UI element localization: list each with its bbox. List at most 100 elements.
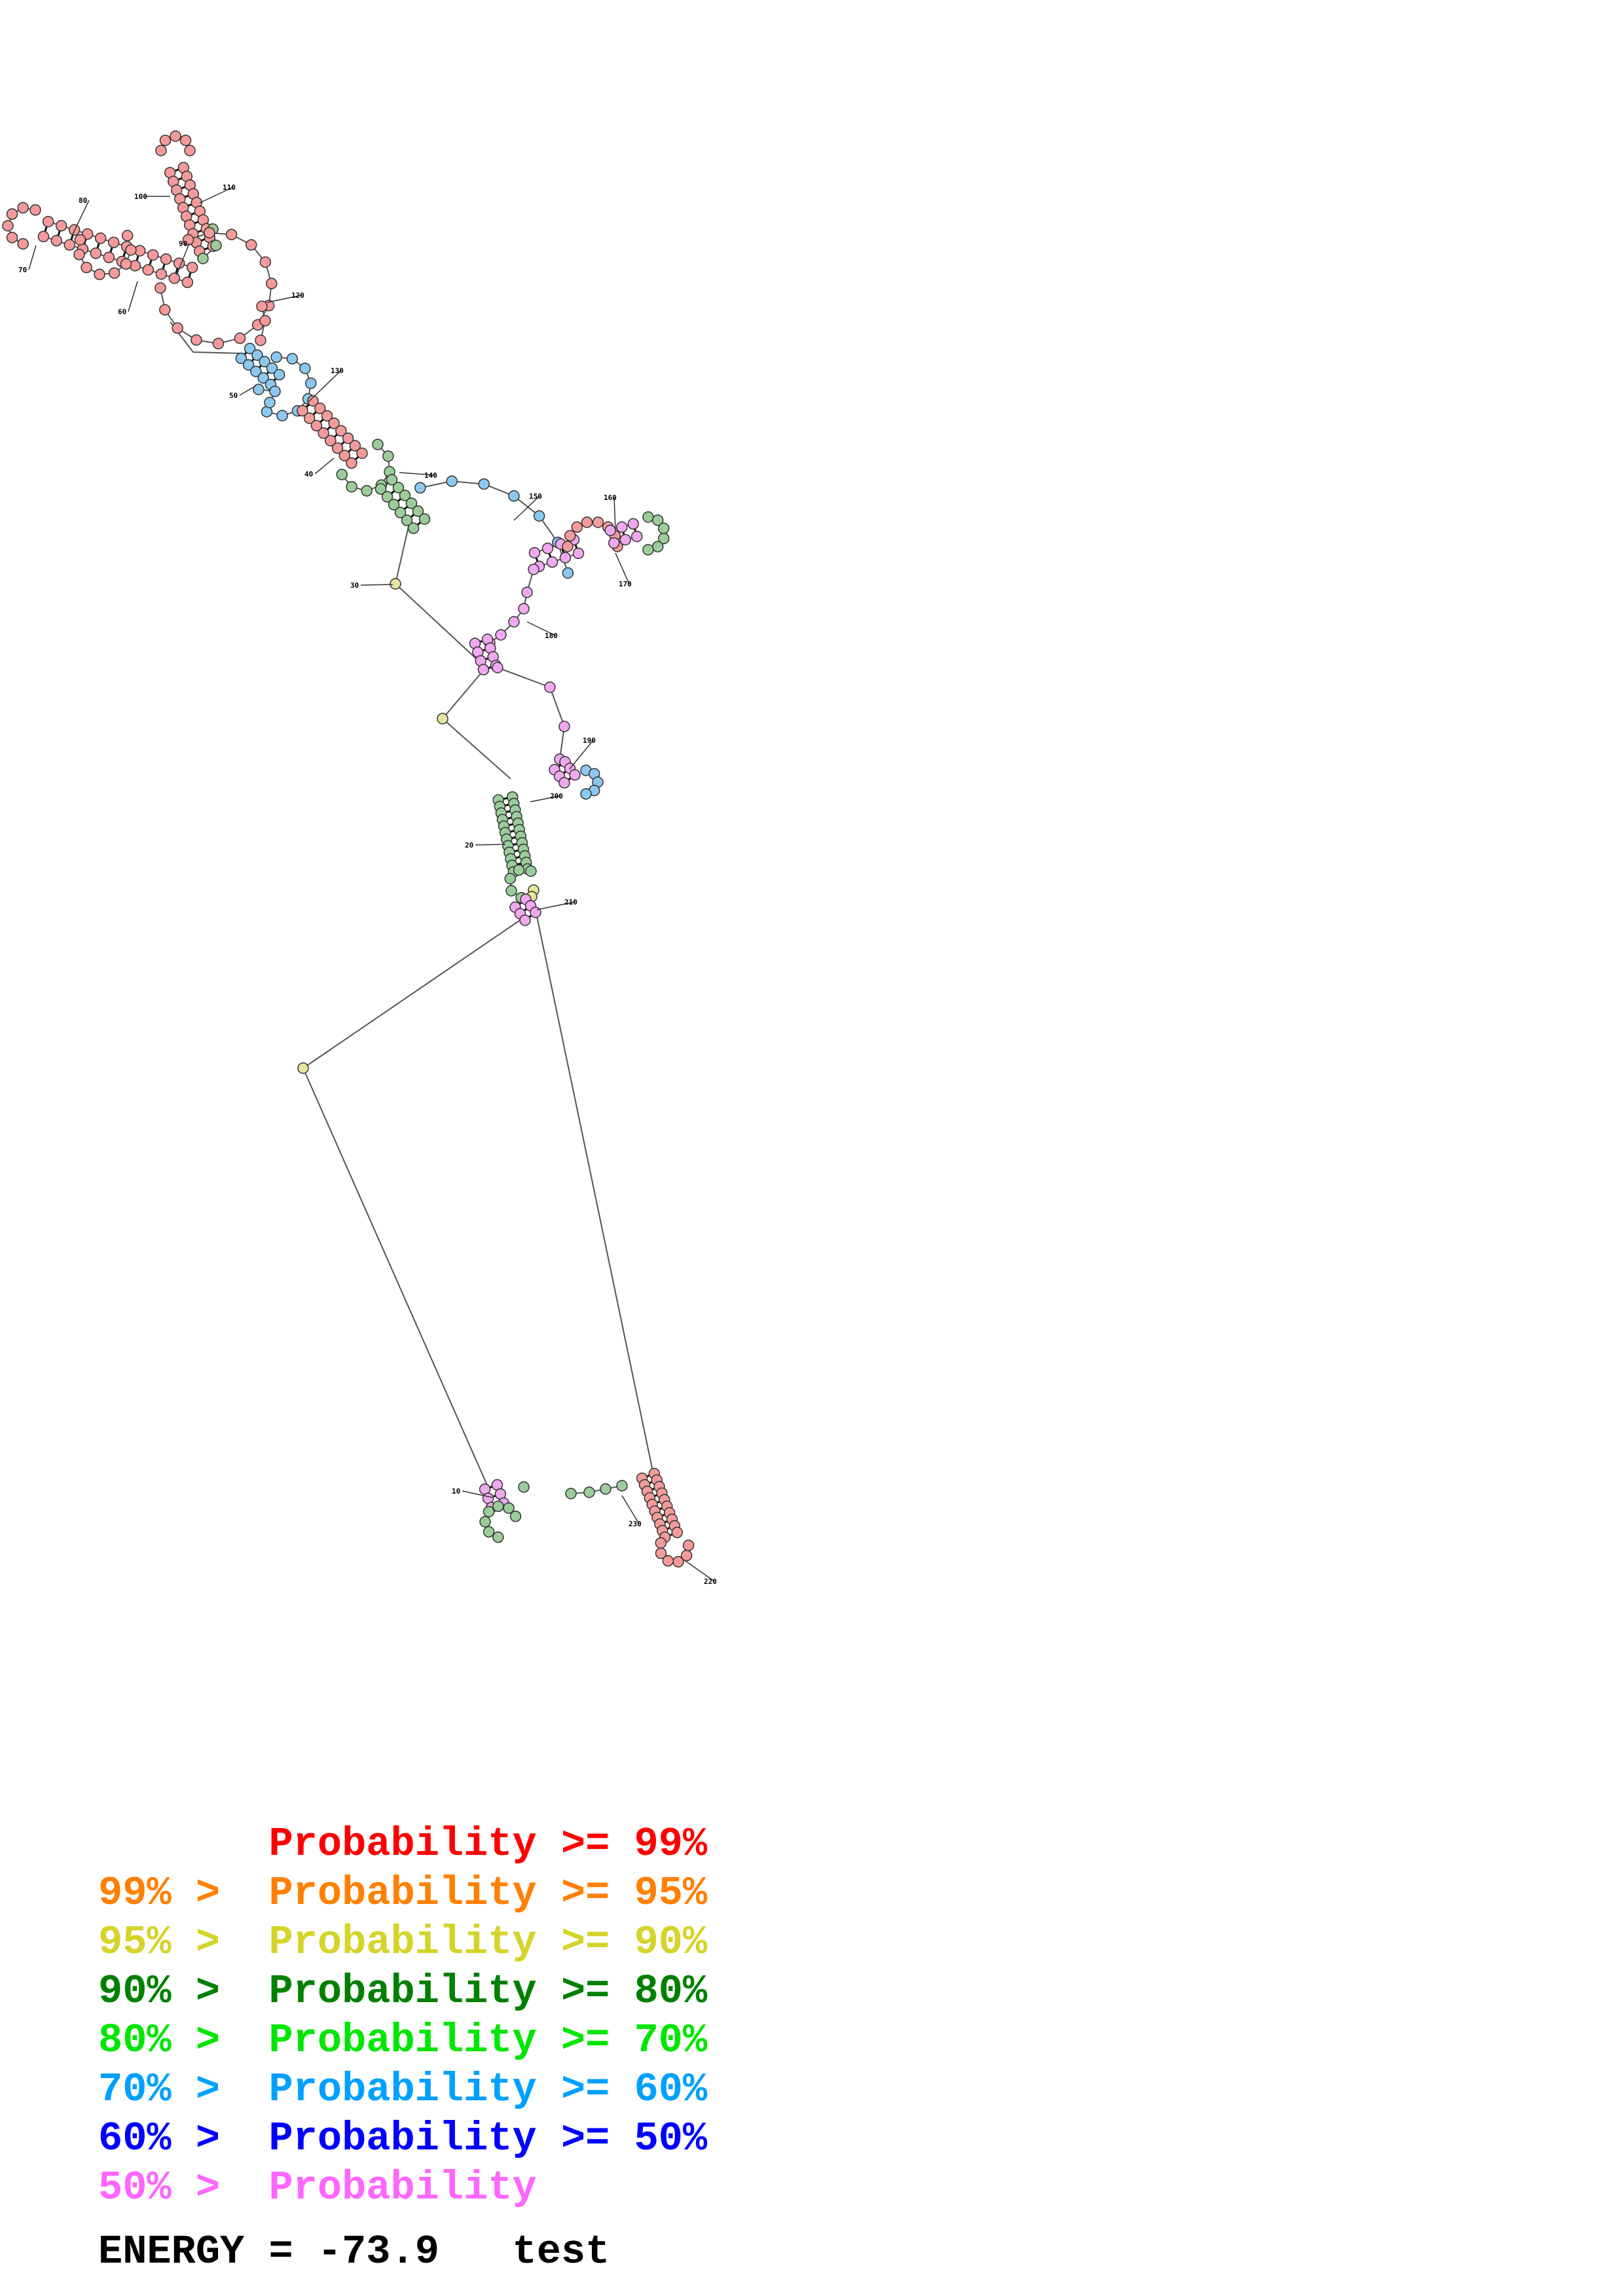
position-label: 220: [704, 1577, 717, 1586]
nucleotide-node: [642, 544, 654, 556]
energy-value: -73.9: [317, 2229, 439, 2275]
nucleotide-node: [600, 1483, 611, 1495]
nucleotide-node: [528, 564, 539, 575]
nucleotide-node: [671, 1526, 684, 1539]
nucleotide-node: [504, 872, 517, 885]
probability-legend: Probability >= 99% 99% > Probability >= …: [98, 1820, 707, 2212]
nucleotide-node: [121, 230, 134, 242]
nucleotide-node: [592, 516, 604, 528]
nucleotide-node: [17, 238, 29, 250]
nucleotide-node: [572, 547, 585, 560]
nucleotide-node: [225, 228, 238, 241]
nucleotide-node: [307, 395, 319, 407]
position-label-tick: [613, 497, 616, 531]
nucleotide-node: [297, 1062, 309, 1074]
energy-label: ENERGY =: [98, 2229, 293, 2275]
position-label: 80: [79, 196, 87, 205]
nucleotide-node: [349, 440, 361, 452]
legend-suffix: >= 99%: [560, 1821, 708, 1867]
nucleotide-node: [325, 435, 337, 446]
legend-row-50: 60% > Probability >= 50%: [98, 2114, 707, 2163]
position-label-tick: [615, 552, 630, 584]
position-label-tick: [28, 245, 37, 270]
position-label: 210: [564, 898, 577, 906]
nucleotide-node: [235, 352, 247, 365]
position-label-tick: [475, 844, 506, 846]
nucleotide-node: [264, 397, 276, 408]
nucleotide-node: [266, 362, 278, 374]
position-label-tick: [199, 187, 234, 204]
nucleotide-node: [630, 530, 643, 543]
position-label: 60: [118, 308, 126, 316]
nucleotide-node: [246, 239, 257, 251]
nucleotide-node: [210, 240, 222, 251]
nucleotide-node: [270, 351, 282, 363]
nucleotide-node: [250, 365, 262, 378]
nucleotide-node: [107, 236, 120, 249]
nucleotide-node: [541, 543, 554, 554]
position-label-tick: [513, 495, 540, 521]
nucleotide-node: [2, 220, 14, 232]
position-label-tick: [680, 1557, 715, 1582]
position-label: 50: [229, 391, 238, 400]
nucleotide-nodes: [2, 130, 695, 1568]
nucleotide-node: [583, 1486, 595, 1498]
position-label: 230: [629, 1520, 642, 1528]
position-label: 140: [424, 471, 437, 480]
nucleotide-node: [616, 1480, 628, 1492]
nucleotide-node: [680, 1549, 693, 1562]
position-label-tick: [569, 740, 594, 770]
nucleotide-node: [581, 516, 593, 528]
nucleotide-node: [412, 505, 424, 517]
nucleotide-node: [155, 268, 168, 280]
nucleotide-node: [386, 474, 398, 486]
position-label-tick: [266, 295, 302, 303]
nucleotide-node: [17, 202, 29, 214]
position-label: 150: [529, 492, 542, 501]
legend-label: Probability: [268, 2164, 537, 2211]
nucleotide-node: [558, 721, 570, 732]
position-label: 110: [223, 183, 236, 192]
nucleotide-node: [616, 521, 628, 533]
nucleotide-node: [492, 1500, 504, 1513]
nucleotide-node: [571, 521, 583, 533]
nucleotide-node: [503, 1502, 515, 1514]
nucleotide-node: [338, 450, 351, 461]
nucleotide-node: [401, 514, 413, 526]
legend-suffix: >= 80%: [560, 1968, 708, 2015]
nucleotide-node: [361, 485, 373, 497]
nucleotide-node: [257, 372, 269, 384]
position-label: 100: [134, 192, 147, 201]
nucleotide-node: [310, 420, 323, 432]
nucleotide-node: [682, 1539, 695, 1551]
position-label-tick: [71, 200, 90, 236]
nucleotide-node: [321, 410, 333, 422]
legend-label: Probability: [268, 1870, 537, 1916]
nucleotide-node: [331, 442, 344, 454]
legend-label: Probability: [268, 1821, 537, 1867]
nucleotide-node: [55, 220, 67, 232]
position-label-tick: [399, 472, 435, 476]
legend-prefix: 99% >: [98, 1870, 221, 1916]
nucleotide-node: [204, 226, 215, 239]
nucleotide-node: [120, 258, 132, 270]
legend-label: Probability: [268, 2066, 537, 2113]
position-label: 30: [350, 581, 359, 590]
position-label: 10: [452, 1487, 460, 1496]
backbone-link: [497, 667, 551, 688]
legend-row-60: 70% > Probability >= 60%: [98, 2065, 707, 2114]
nucleotide-node: [179, 134, 192, 147]
nucleotide-node: [414, 482, 426, 494]
nucleotide-node: [392, 482, 405, 493]
nucleotide-node: [297, 404, 308, 417]
nucleotide-node: [155, 145, 167, 156]
nucleotide-node: [29, 204, 41, 216]
nucleotide-node: [513, 864, 525, 876]
nucleotide-node: [658, 522, 670, 535]
nucleotide-node: [518, 603, 530, 615]
nucleotide-node: [446, 475, 458, 488]
nucleotide-node: [558, 777, 570, 789]
backbone-link: [442, 718, 511, 780]
nucleotide-node: [159, 134, 172, 147]
